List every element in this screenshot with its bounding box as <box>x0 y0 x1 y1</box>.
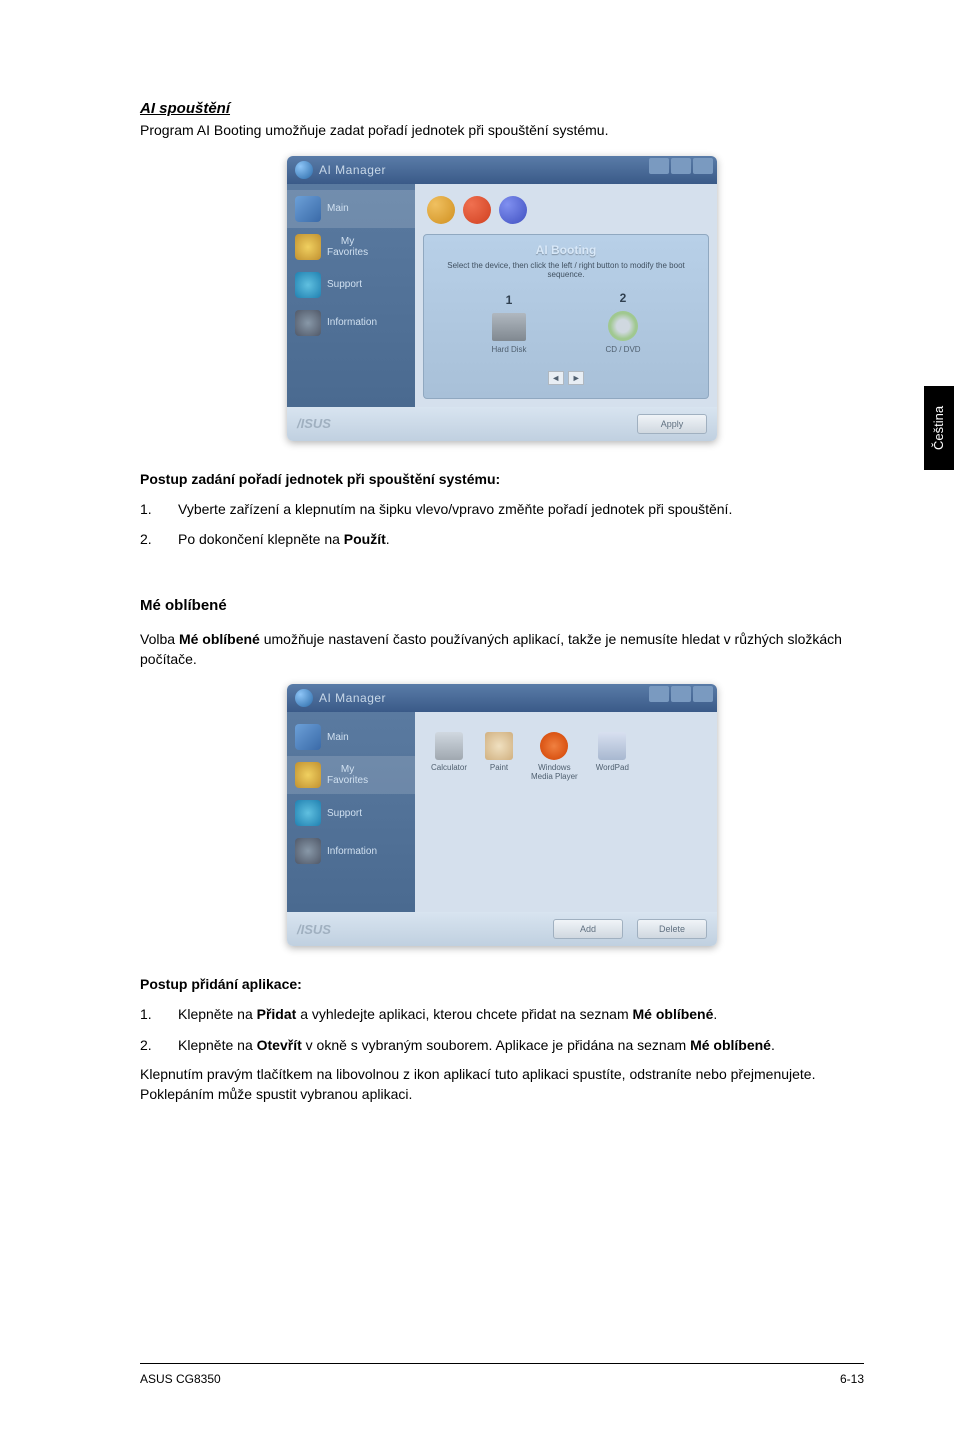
sidebar-item-information[interactable]: Information <box>287 304 415 342</box>
paint-label: Paint <box>485 763 513 772</box>
sidebar-label-info: Information <box>327 317 377 328</box>
arrow-left-button[interactable]: ◄ <box>548 371 564 385</box>
list-item: 1.Klepněte na Přidat a vyhledejte aplika… <box>140 1004 864 1024</box>
page-footer: ASUS CG8350 6-13 <box>0 1363 954 1386</box>
sidebar-item-main[interactable]: Main <box>287 718 415 756</box>
maximize-button[interactable] <box>671 158 691 174</box>
close-button[interactable] <box>693 686 713 702</box>
minimize-button[interactable] <box>649 158 669 174</box>
favorites-closing: Klepnutím pravým tlačítkem na libovolnou… <box>140 1065 864 1104</box>
sidebar-label-fav: My Favorites <box>327 236 368 258</box>
fav-step-1-text: Klepněte na Přidat a vyhledejte aplikaci… <box>178 1004 864 1024</box>
main-icon <box>295 724 321 750</box>
support-icon <box>295 800 321 826</box>
apply-button[interactable]: Apply <box>637 414 707 434</box>
sidebar-item-favorites[interactable]: My Favorites <box>287 756 415 794</box>
sidebar-item-support[interactable]: Support <box>287 266 415 304</box>
main-icon <box>295 196 321 222</box>
panel-desc: Select the device, then click the left /… <box>432 261 700 279</box>
boot-device-1[interactable]: 1 Hard Disk <box>491 293 526 354</box>
boot-procedure-heading: Postup zadání pořadí jednotek při spoušt… <box>140 471 864 487</box>
favorites-heading: Mé oblíbené <box>140 597 864 614</box>
fav-app-paint[interactable]: Paint <box>485 732 513 781</box>
toolbar-icon-2[interactable] <box>463 196 491 224</box>
list-item: 1.Vyberte zařízení a klepnutím na šipku … <box>140 499 864 519</box>
support-icon <box>295 272 321 298</box>
fav-app-wordpad[interactable]: WordPad <box>596 732 629 781</box>
titlebar: AI Manager <box>287 684 717 712</box>
footer-product: ASUS CG8350 <box>140 1372 221 1386</box>
sidebar: Main My Favorites Support Information <box>287 712 415 912</box>
calculator-icon <box>435 732 463 760</box>
fav-step-2-text: Klepněte na Otevřít v okně s vybraným so… <box>178 1035 864 1055</box>
information-icon <box>295 310 321 336</box>
favorites-icon <box>295 762 321 788</box>
fav-app-calculator[interactable]: Calculator <box>431 732 467 781</box>
sidebar-item-favorites[interactable]: My Favorites <box>287 228 415 266</box>
toolbar-icon-1[interactable] <box>427 196 455 224</box>
add-button[interactable]: Add <box>553 919 623 939</box>
list-item: 2.Po dokončení klepněte na Použít. <box>140 529 864 549</box>
screenshot-my-favorites: AI Manager Main My Favorites <box>140 684 864 951</box>
boot-steps-list: 1.Vyberte zařízení a klepnutím na šipku … <box>140 499 864 550</box>
paint-icon <box>485 732 513 760</box>
titlebar: AI Manager <box>287 156 717 184</box>
cddvd-icon <box>608 311 638 341</box>
sidebar-item-support[interactable]: Support <box>287 794 415 832</box>
wordpad-icon <box>598 732 626 760</box>
sidebar-label-support: Support <box>327 808 362 819</box>
harddisk-icon <box>492 313 526 341</box>
sidebar-label-main: Main <box>327 203 349 214</box>
ai-booting-intro: Program AI Booting umožňuje zadat pořadí… <box>140 121 864 141</box>
delete-button[interactable]: Delete <box>637 919 707 939</box>
boot-label-1: Hard Disk <box>491 345 526 354</box>
favorites-icon <box>295 234 321 260</box>
maximize-button[interactable] <box>671 686 691 702</box>
sidebar: Main My Favorites Support Information <box>287 184 415 407</box>
footer-page: 6-13 <box>840 1372 864 1386</box>
boot-order-2: 2 <box>605 291 640 305</box>
step-1-text: Vyberte zařízení a klepnutím na šipku vl… <box>178 499 864 519</box>
close-button[interactable] <box>693 158 713 174</box>
panel-title: AI Booting <box>432 243 700 257</box>
wordpad-label: WordPad <box>596 763 629 772</box>
boot-label-2: CD / DVD <box>605 345 640 354</box>
sidebar-label-fav: My Favorites <box>327 764 368 786</box>
list-item: 2.Klepněte na Otevřít v okně s vybraným … <box>140 1035 864 1055</box>
sidebar-label-support: Support <box>327 279 362 290</box>
app-logo-icon <box>295 689 313 707</box>
sidebar-label-info: Information <box>327 846 377 857</box>
favorites-procedure-heading: Postup přidání aplikace: <box>140 976 864 992</box>
boot-device-2[interactable]: 2 CD / DVD <box>605 291 640 354</box>
ai-booting-title: AI spouštění <box>140 100 864 117</box>
asus-logo: /ISUS <box>297 416 331 431</box>
wmp-icon <box>540 732 568 760</box>
arrow-right-button[interactable]: ► <box>568 371 584 385</box>
screenshot-ai-booting: AI Manager Main My Favorites <box>140 156 864 446</box>
favorites-steps-list: 1.Klepněte na Přidat a vyhledejte aplika… <box>140 1004 864 1055</box>
information-icon <box>295 838 321 864</box>
minimize-button[interactable] <box>649 686 669 702</box>
app-title: AI Manager <box>319 163 386 177</box>
app-logo-icon <box>295 161 313 179</box>
app-title: AI Manager <box>319 691 386 705</box>
sidebar-label-main: Main <box>327 732 349 743</box>
step-2-text: Po dokončení klepněte na Použít. <box>178 529 864 549</box>
wmp-label: Windows Media Player <box>531 763 578 781</box>
favorites-intro: Volba Mé oblíbené umožňuje nastavení čas… <box>140 630 864 669</box>
asus-logo: /ISUS <box>297 922 331 937</box>
boot-order-1: 1 <box>491 293 526 307</box>
calc-label: Calculator <box>431 763 467 772</box>
sidebar-item-information[interactable]: Information <box>287 832 415 870</box>
language-tab: Čeština <box>924 386 954 470</box>
sidebar-item-main[interactable]: Main <box>287 190 415 228</box>
fav-app-wmp[interactable]: Windows Media Player <box>531 732 578 781</box>
toolbar-icon-3[interactable] <box>499 196 527 224</box>
